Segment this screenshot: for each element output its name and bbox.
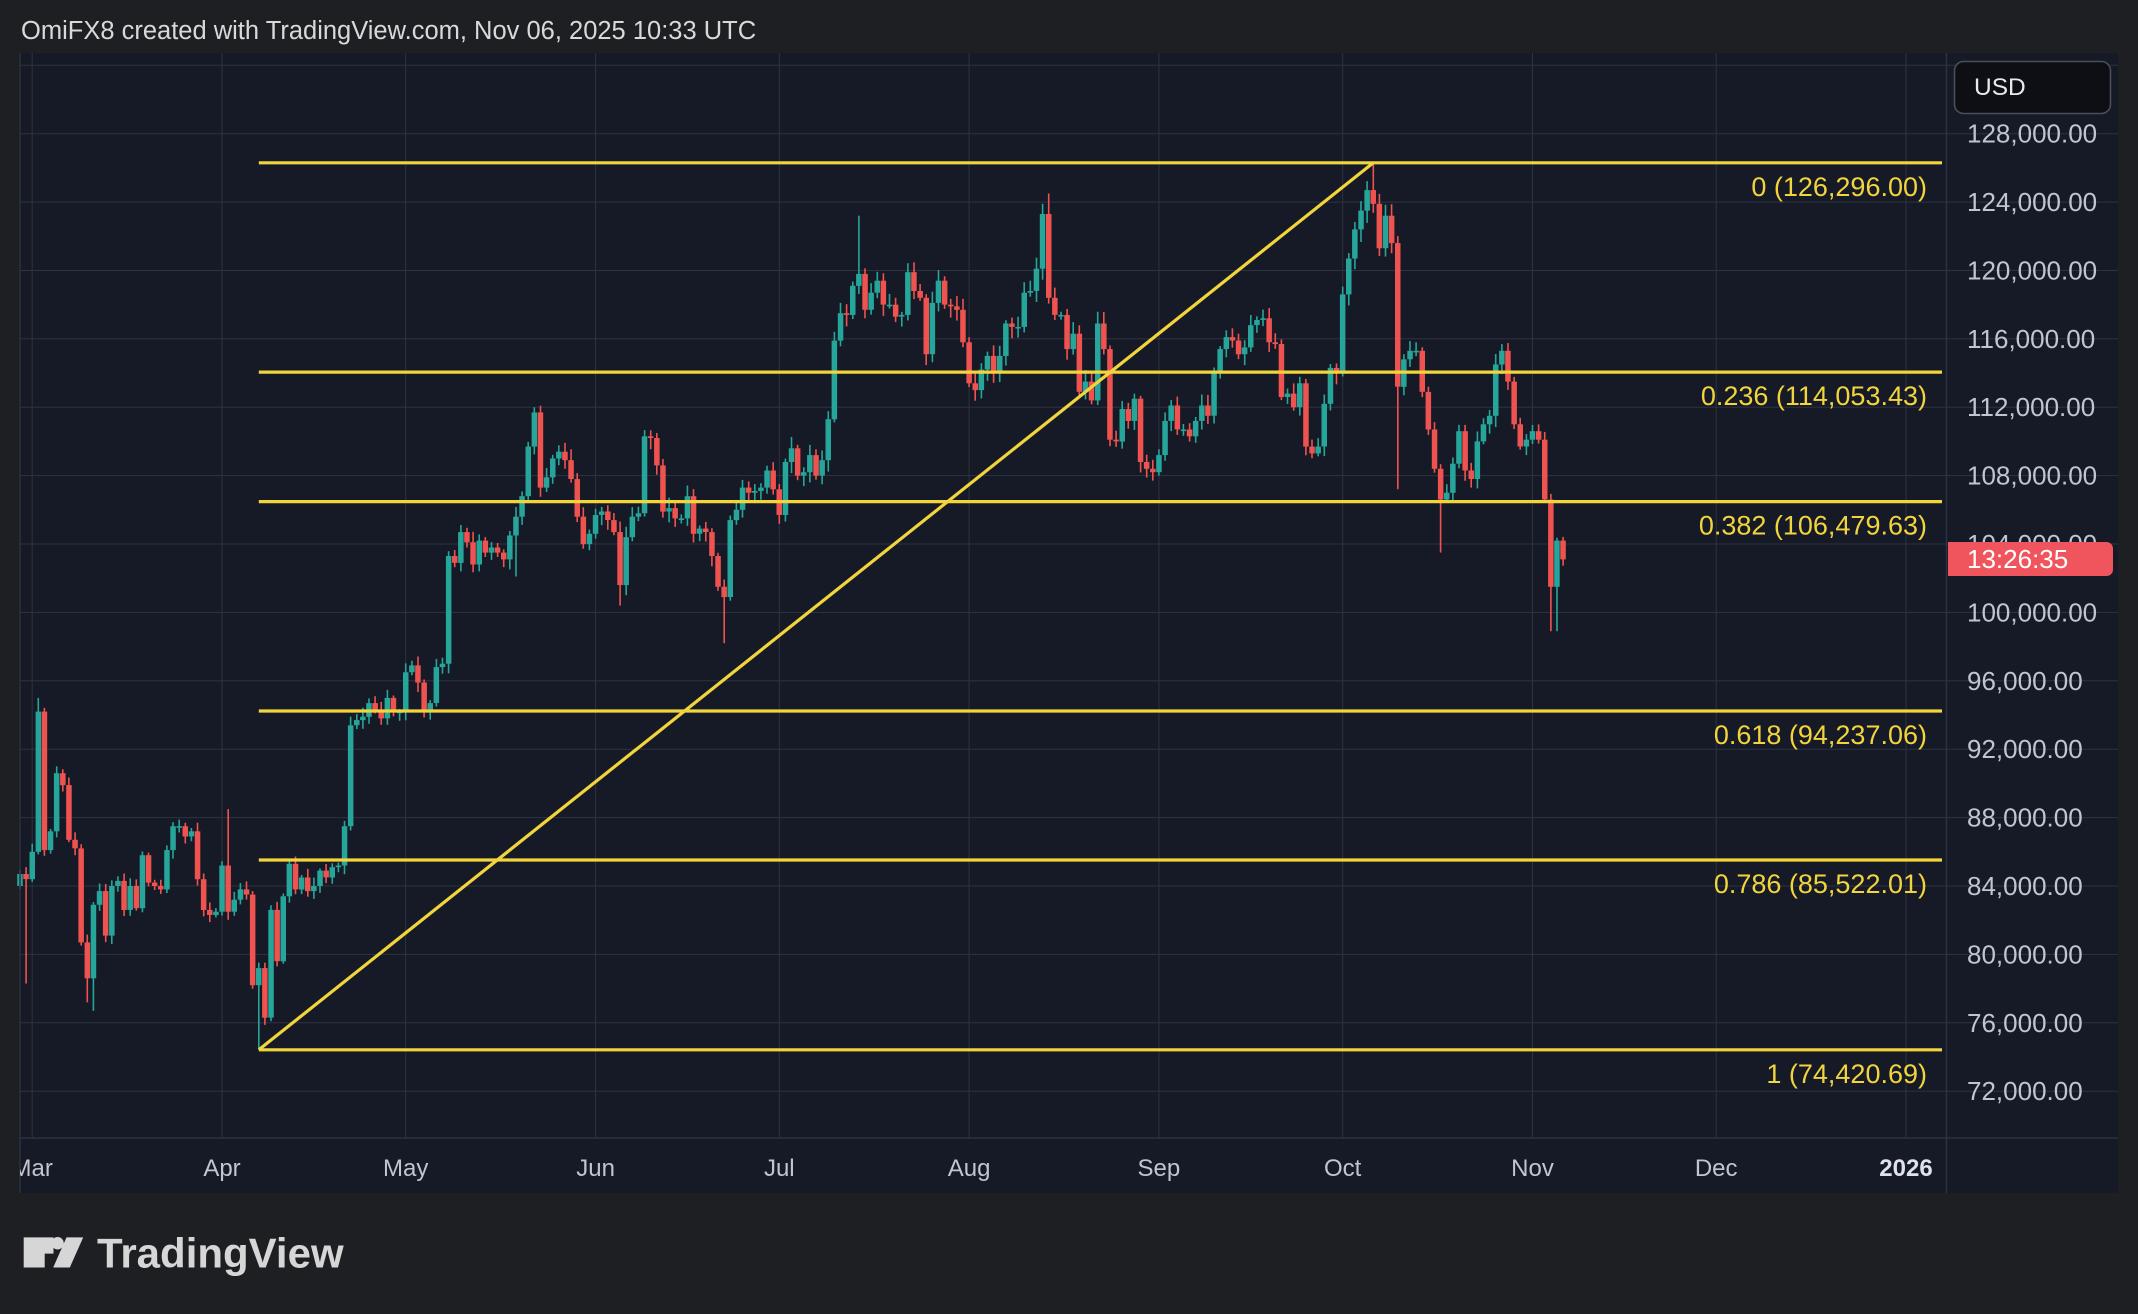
svg-text:OmiFX8 created with TradingVie: OmiFX8 created with TradingView.com, Nov…	[21, 17, 756, 45]
svg-text:TradingView: TradingView	[97, 1230, 344, 1277]
svg-text:92,000.00: 92,000.00	[1967, 734, 2083, 764]
svg-text:80,000.00: 80,000.00	[1967, 939, 2083, 969]
svg-text:0.382 (106,479.63): 0.382 (106,479.63)	[1699, 511, 1927, 541]
svg-text:0.618 (94,237.06): 0.618 (94,237.06)	[1714, 720, 1927, 750]
svg-text:128,000.00: 128,000.00	[1967, 119, 2097, 149]
svg-text:0 (126,296.00): 0 (126,296.00)	[1751, 172, 1927, 202]
svg-text:Nov: Nov	[1511, 1155, 1554, 1182]
svg-text:13:26:35: 13:26:35	[1967, 544, 2068, 574]
svg-text:May: May	[383, 1155, 428, 1182]
svg-text:88,000.00: 88,000.00	[1967, 803, 2083, 833]
svg-text:1 (74,420.69): 1 (74,420.69)	[1766, 1059, 1927, 1089]
svg-text:108,000.00: 108,000.00	[1967, 461, 2097, 491]
svg-text:Apr: Apr	[203, 1155, 240, 1182]
svg-text:Aug: Aug	[948, 1155, 991, 1182]
svg-text:72,000.00: 72,000.00	[1967, 1076, 2083, 1106]
svg-text:116,000.00: 116,000.00	[1967, 324, 2095, 354]
svg-text:Oct: Oct	[1324, 1155, 1362, 1182]
svg-text:Sep: Sep	[1138, 1155, 1181, 1182]
svg-text:96,000.00: 96,000.00	[1967, 666, 2083, 696]
svg-text:Jun: Jun	[576, 1155, 615, 1182]
svg-text:100,000.00: 100,000.00	[1967, 597, 2097, 627]
svg-text:0.786 (85,522.01): 0.786 (85,522.01)	[1714, 869, 1927, 899]
svg-text:0.236 (114,053.43): 0.236 (114,053.43)	[1701, 381, 1927, 411]
svg-text:Jul: Jul	[764, 1155, 795, 1182]
svg-text:2026: 2026	[1879, 1155, 1932, 1182]
svg-text:120,000.00: 120,000.00	[1967, 256, 2097, 286]
svg-text:124,000.00: 124,000.00	[1967, 187, 2097, 217]
svg-text:Mar: Mar	[12, 1155, 53, 1182]
svg-text:Dec: Dec	[1695, 1155, 1738, 1182]
svg-text:USD: USD	[1974, 74, 2026, 101]
svg-text:76,000.00: 76,000.00	[1967, 1008, 2083, 1038]
svg-text:84,000.00: 84,000.00	[1967, 871, 2083, 901]
svg-text:112,000.00: 112,000.00	[1967, 392, 2095, 422]
